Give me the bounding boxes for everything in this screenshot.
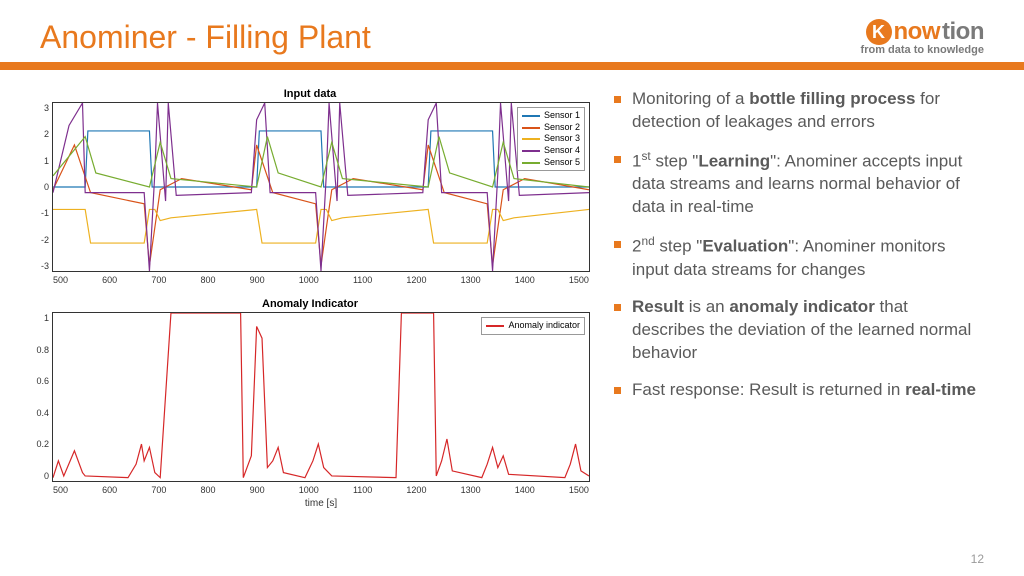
chart2-xlabel: time [s] [53,498,589,509]
bullet-item: Result is an anomaly indicator that desc… [614,296,984,365]
chart2-title: Anomaly Indicator [30,298,590,310]
bullet-item: Fast response: Result is returned in rea… [614,379,984,402]
anomaly-chart: Anomaly Indicator 10.80.60.40.20 5006007… [30,298,590,482]
slide-header: Anominer - Filling Plant nowtion from da… [0,0,1024,62]
chart1-svg [53,103,589,271]
bullet-item: 2nd step "Evaluation": Anominer monitors… [614,233,984,282]
logo-text-b: tion [942,18,984,46]
chart1-plot: 3210-1-2-3 50060070080090010001100120013… [52,102,590,272]
chart1-xticks: 500600700800900100011001200130014001500 [53,275,589,285]
accent-bar [0,62,1024,70]
bullet-item: 1st step "Learning": Anominer accepts in… [614,148,984,219]
input-data-chart: Input data 3210-1-2-3 500600700800900100… [30,88,590,272]
brand-logo: nowtion from data to knowledge [861,18,984,56]
logo-k-icon [866,19,892,45]
chart1-legend: Sensor 1Sensor 2Sensor 3Sensor 4Sensor 5 [517,107,585,171]
chart2-plot: 10.80.60.40.20 5006007008009001000110012… [52,312,590,482]
chart2-svg [53,313,589,481]
bullet-item: Monitoring of a bottle filling process f… [614,88,984,134]
charts-column: Input data 3210-1-2-3 500600700800900100… [30,88,590,482]
bullets-ul: Monitoring of a bottle filling process f… [614,88,984,402]
chart2-xticks: 500600700800900100011001200130014001500 [53,485,589,495]
chart1-title: Input data [30,88,590,100]
chart2-legend: Anomaly indicator [481,317,585,335]
chart1-yticks: 3210-1-2-3 [31,103,49,271]
bullet-list: Monitoring of a bottle filling process f… [614,88,984,482]
logo-tagline: from data to knowledge [861,44,984,56]
chart2-yticks: 10.80.60.40.20 [31,313,49,481]
logo-text-a: now [894,18,941,46]
slide-content: Input data 3210-1-2-3 500600700800900100… [0,70,1024,482]
slide-title: Anominer - Filling Plant [40,19,371,56]
page-number: 12 [971,552,984,566]
